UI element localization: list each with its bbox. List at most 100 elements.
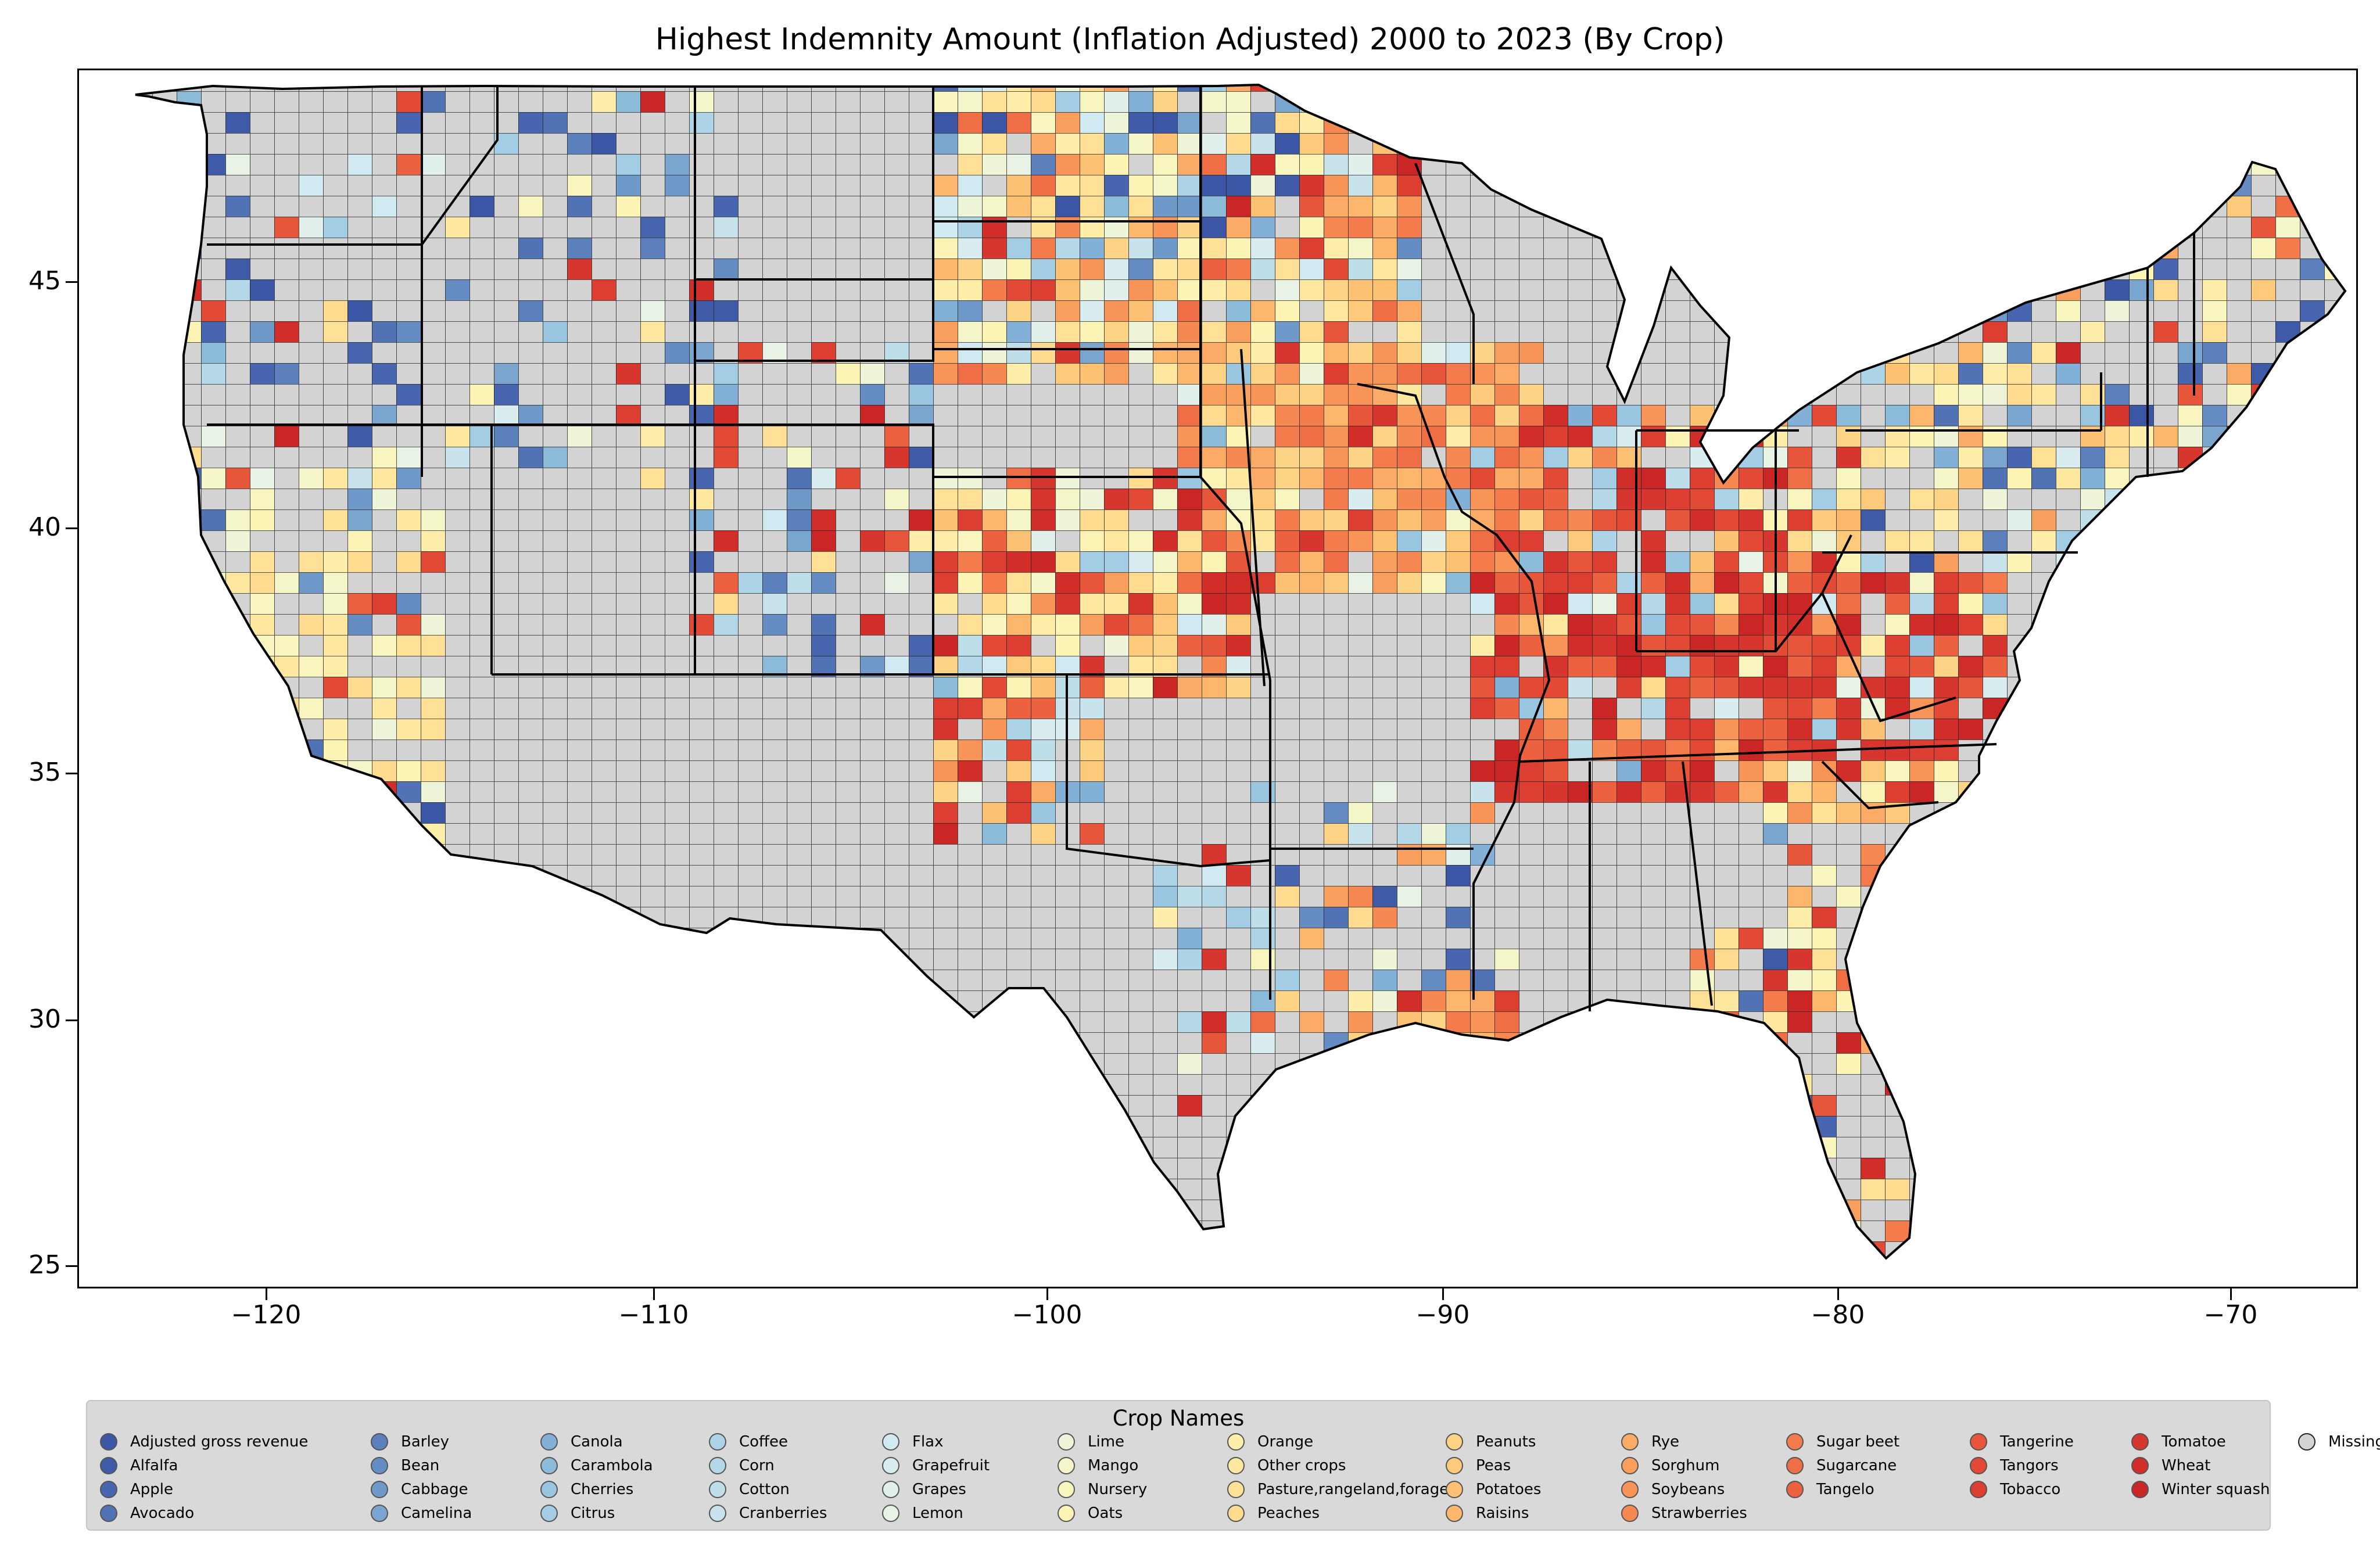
- county-cell: [1714, 1220, 1739, 1241]
- county-cell: [274, 823, 299, 844]
- county-cell: [2007, 238, 2031, 259]
- legend-label: Winter squash: [2162, 1481, 2270, 1498]
- legend-item: Grapefruit: [882, 1454, 990, 1477]
- legend-item: Raisins: [1446, 1502, 1529, 1525]
- county-cell: [421, 844, 445, 865]
- x-tick-label-70: −70: [2203, 1300, 2258, 1330]
- legend-swatch: [1446, 1457, 1463, 1474]
- legend-swatch: [540, 1457, 558, 1474]
- county-cell: [1861, 907, 1885, 928]
- legend-label: Tangors: [2000, 1457, 2059, 1474]
- county-cell: [1494, 1053, 1519, 1074]
- x-tick-mark-70: [2230, 1288, 2232, 1300]
- county-cell: [1861, 928, 1885, 949]
- county-cell: [177, 238, 201, 259]
- county-cell: [1763, 1074, 1787, 1095]
- county-cell: [1397, 85, 1421, 91]
- county-cell: [201, 656, 225, 677]
- county-cell: [2300, 363, 2324, 384]
- legend-item: Sugarcane: [1786, 1454, 1897, 1477]
- x-tick-mark-110: [653, 1288, 655, 1300]
- legend-swatch: [1058, 1433, 1075, 1451]
- county-cell: [1714, 1241, 1739, 1258]
- legend-label: Cranberries: [739, 1505, 827, 1522]
- county-cell: [1690, 1074, 1714, 1095]
- legend-title: Crop Names: [1112, 1406, 1245, 1431]
- legend-item: Rye: [1621, 1430, 1679, 1453]
- legend-label: Tangerine: [2000, 1433, 2074, 1451]
- legend-label: Grapefruit: [912, 1457, 990, 1474]
- county-cell: [2251, 426, 2275, 447]
- x-tick-mark-90: [1442, 1288, 1444, 1300]
- y-tick-mark-25: [66, 1265, 77, 1267]
- legend-label: Bean: [401, 1457, 440, 1474]
- county-cell: [1421, 1032, 1446, 1053]
- legend-label: Cotton: [739, 1481, 790, 1498]
- county-cell: [1397, 133, 1421, 154]
- legend-item: Avocado: [100, 1502, 194, 1525]
- legend-swatch: [540, 1505, 558, 1522]
- legend-swatch: [1621, 1481, 1639, 1498]
- county-cell: [1324, 91, 1348, 112]
- legend-label: Alfalfa: [130, 1457, 178, 1474]
- legend-label: Nursery: [1088, 1481, 1148, 1498]
- county-cell: [1763, 1116, 1787, 1137]
- county-cell: [1446, 1053, 1470, 1074]
- legend-item: Peas: [1446, 1454, 1511, 1477]
- county-cell: [201, 844, 225, 865]
- county-cell: [2080, 530, 2105, 551]
- legend-swatch: [2131, 1457, 2149, 1474]
- legend-swatch: [709, 1481, 726, 1498]
- legend-item: Cotton: [709, 1478, 790, 1501]
- county-cell: [201, 781, 225, 802]
- legend-label: Peanuts: [1476, 1433, 1536, 1451]
- legend-swatch: [371, 1457, 388, 1474]
- county-cell: [1861, 970, 1885, 990]
- county-cell: [1885, 928, 1909, 949]
- legend-item: Sorghum: [1621, 1454, 1719, 1477]
- county-cell: [299, 760, 323, 781]
- county-cell: [1763, 1241, 1787, 1258]
- county-cell: [1812, 1220, 1836, 1241]
- county-cell: [1739, 1241, 1763, 1258]
- county-cell: [1714, 1179, 1739, 1200]
- county-cell: [2324, 447, 2345, 468]
- county-cell: [2080, 217, 2105, 238]
- county-cell: [1909, 865, 1934, 886]
- county-cell: [177, 719, 201, 739]
- county-cell: [225, 677, 250, 698]
- county-cell: [177, 656, 201, 677]
- legend-item: Barley: [371, 1430, 449, 1453]
- legend-swatch: [100, 1457, 117, 1474]
- county-cell: [225, 781, 250, 802]
- county-cell: [421, 865, 445, 886]
- legend-swatch: [1621, 1505, 1639, 1522]
- legend-label: Adjusted gross revenue: [130, 1433, 309, 1451]
- county-cell: [299, 823, 323, 844]
- legend-label: Lemon: [912, 1505, 963, 1522]
- county-cell: [2300, 384, 2324, 405]
- legend-label: Flax: [912, 1433, 944, 1451]
- county-cell: [396, 823, 421, 844]
- legend-swatch: [709, 1433, 726, 1451]
- county-cell: [1958, 907, 1983, 928]
- legend-item: Cherries: [540, 1478, 633, 1501]
- legend-item: Orange: [1227, 1430, 1313, 1453]
- county-fill-layer: [135, 85, 2345, 1258]
- county-cell: [2105, 509, 2129, 530]
- us-county-map: [134, 84, 2346, 1259]
- legend-label: Carambola: [571, 1457, 653, 1474]
- legend-swatch: [1970, 1457, 1987, 1474]
- legend-swatch: [709, 1505, 726, 1522]
- county-cell: [2056, 259, 2080, 279]
- legend-item: Carambola: [540, 1454, 653, 1477]
- legend-label: Tangelo: [1816, 1481, 1874, 1498]
- county-cell: [1909, 823, 1934, 844]
- legend-label: Tobacco: [2000, 1481, 2061, 1498]
- county-cell: [225, 865, 250, 886]
- y-tick-label-40: 40: [28, 512, 61, 542]
- legend-label: Camelina: [401, 1505, 472, 1522]
- legend-item: Mango: [1058, 1454, 1138, 1477]
- county-cell: [1690, 1137, 1714, 1158]
- county-cell: [1763, 1220, 1787, 1241]
